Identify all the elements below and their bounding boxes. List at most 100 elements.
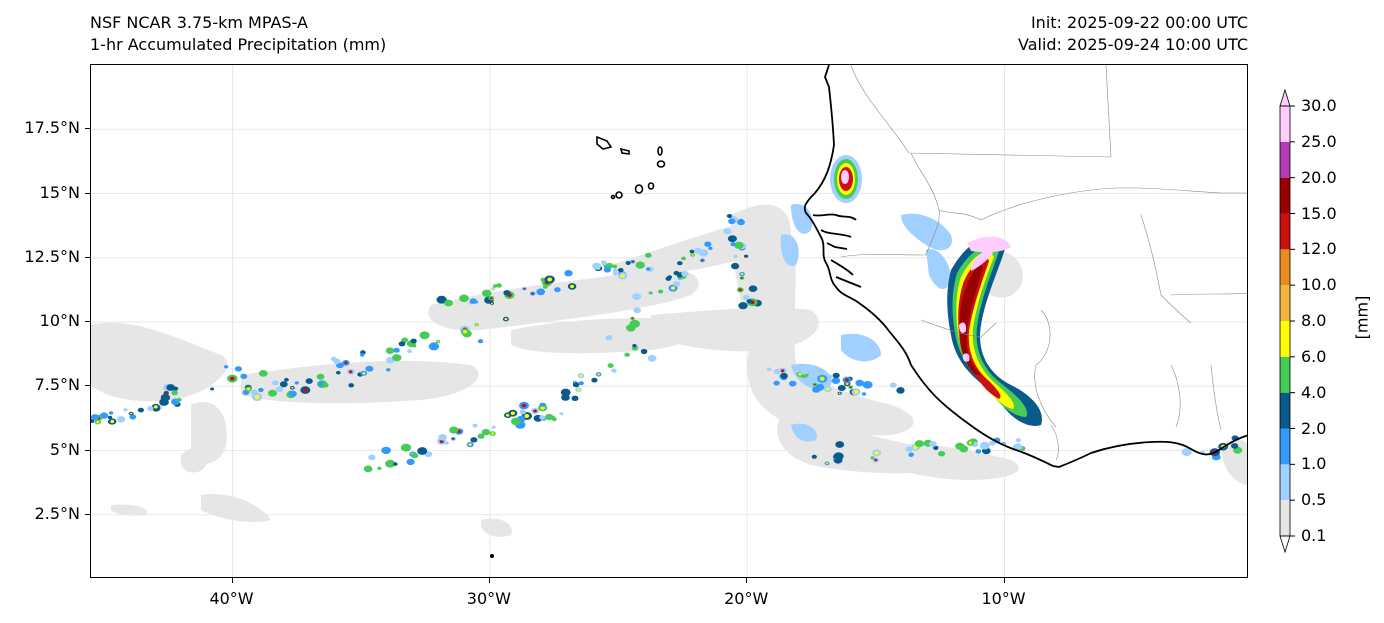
precip-cell [365, 365, 374, 372]
precip-cell [519, 409, 527, 415]
precip-cell-core [303, 388, 308, 392]
precip-cell [444, 299, 453, 307]
precip-cell [317, 381, 324, 387]
precip-cell-core [463, 330, 467, 334]
precip-cell [800, 368, 809, 375]
precip-cell [612, 271, 618, 276]
lat-label: 2.5°N [34, 503, 80, 523]
precip-cell [294, 381, 299, 385]
lon-tick [746, 578, 748, 583]
precip-cell [271, 380, 279, 386]
precip-cell [835, 441, 845, 448]
precip-cell-core [491, 432, 495, 435]
gridlines [91, 65, 1247, 577]
precip-cell [91, 414, 100, 421]
precip-cell-core [523, 287, 526, 290]
lon-tick [488, 578, 490, 583]
precip-cell-core [130, 412, 133, 415]
precip-cell [665, 276, 672, 281]
precip-cell [704, 241, 712, 247]
precip-cell [681, 271, 689, 277]
precip-cell [862, 381, 873, 389]
precip-cell [258, 370, 268, 377]
precip-cell [635, 261, 645, 269]
colorbar-level-label: 1.0 [1301, 454, 1327, 474]
precip-cell [766, 367, 772, 372]
init-time: Init: 2025-09-22 00:00 UTC [1030, 13, 1248, 32]
precip-cell-core [738, 288, 742, 292]
precip-cell [571, 395, 579, 401]
field-title: 1-hr Accumulated Precipitation (mm) [90, 35, 387, 54]
lat-tick [85, 513, 90, 515]
precip-cell [832, 372, 840, 379]
precip-cell-core [452, 437, 455, 440]
precip-cell-core [110, 419, 115, 424]
colorbar-level-label: 0.5 [1301, 490, 1327, 510]
colorbar [1279, 88, 1295, 554]
lat-tick [85, 385, 90, 387]
precip-cell [289, 390, 297, 397]
precip-cell [726, 214, 733, 218]
colorbar-level-label: 4.0 [1301, 382, 1327, 402]
precip-0.5mm-areas [780, 204, 952, 442]
precip-cell [1015, 438, 1021, 443]
precip-cell [698, 249, 709, 257]
precip-cell [385, 347, 395, 355]
precip-cell [826, 374, 833, 379]
precip-cell [539, 402, 545, 407]
precip-cell [166, 384, 176, 391]
precip-cells [91, 214, 1243, 473]
precip-cell [737, 219, 745, 226]
precip-cell-core [344, 361, 348, 365]
precip-cell [731, 262, 740, 270]
precip-cell [689, 249, 695, 254]
precip-cell-core [570, 284, 575, 289]
precip-cell-core [96, 420, 100, 424]
precip-cell [438, 434, 447, 441]
precip-light-areas [91, 204, 1247, 538]
island-dot [490, 554, 494, 558]
precip-cell-core [247, 387, 250, 391]
precip-cell [938, 451, 946, 457]
precip-cell [412, 344, 417, 348]
precip-cell [129, 414, 137, 420]
precip-cell [123, 408, 128, 412]
colorbar-extend-max [1279, 88, 1291, 107]
precip-cell [449, 426, 459, 434]
precip-cell-core [547, 277, 553, 282]
precip-cell [833, 452, 844, 461]
precip-cell [392, 354, 402, 362]
coastline [803, 65, 1247, 468]
colorbar-segment [1280, 213, 1290, 250]
precip-cell [975, 449, 982, 454]
precip-cell [908, 453, 914, 457]
map-panel[interactable] [90, 64, 1248, 578]
precip-cell [788, 380, 797, 387]
precip-cell [728, 218, 736, 225]
precip-cell [612, 264, 618, 269]
precip-cell [640, 348, 648, 355]
colorbar-level-label: 30.0 [1301, 96, 1337, 115]
precip-cell [377, 466, 382, 470]
precip-cell-core [597, 373, 600, 376]
precip-cell [348, 383, 355, 388]
precip-cell [316, 373, 325, 380]
precip-cell [730, 242, 736, 247]
precip-cell [795, 368, 801, 373]
precip-cell [603, 267, 612, 273]
precip-cell-core [291, 386, 294, 389]
precip-cell-core [691, 254, 694, 256]
precip-cell [677, 261, 683, 266]
precip-cell [861, 392, 867, 396]
precip-heavy-band [947, 236, 1042, 426]
precip-cell-north [830, 155, 862, 203]
precip-cell [605, 335, 613, 341]
precip-cell-core [254, 395, 260, 399]
precip-cell-core [510, 411, 515, 415]
precip-cell [268, 389, 277, 397]
precip-cell [632, 344, 637, 348]
precip-cell-core [533, 409, 537, 413]
colorbar-segment [1280, 356, 1290, 393]
precip-cell [305, 378, 313, 384]
colorbar-level-label: 6.0 [1301, 346, 1327, 366]
